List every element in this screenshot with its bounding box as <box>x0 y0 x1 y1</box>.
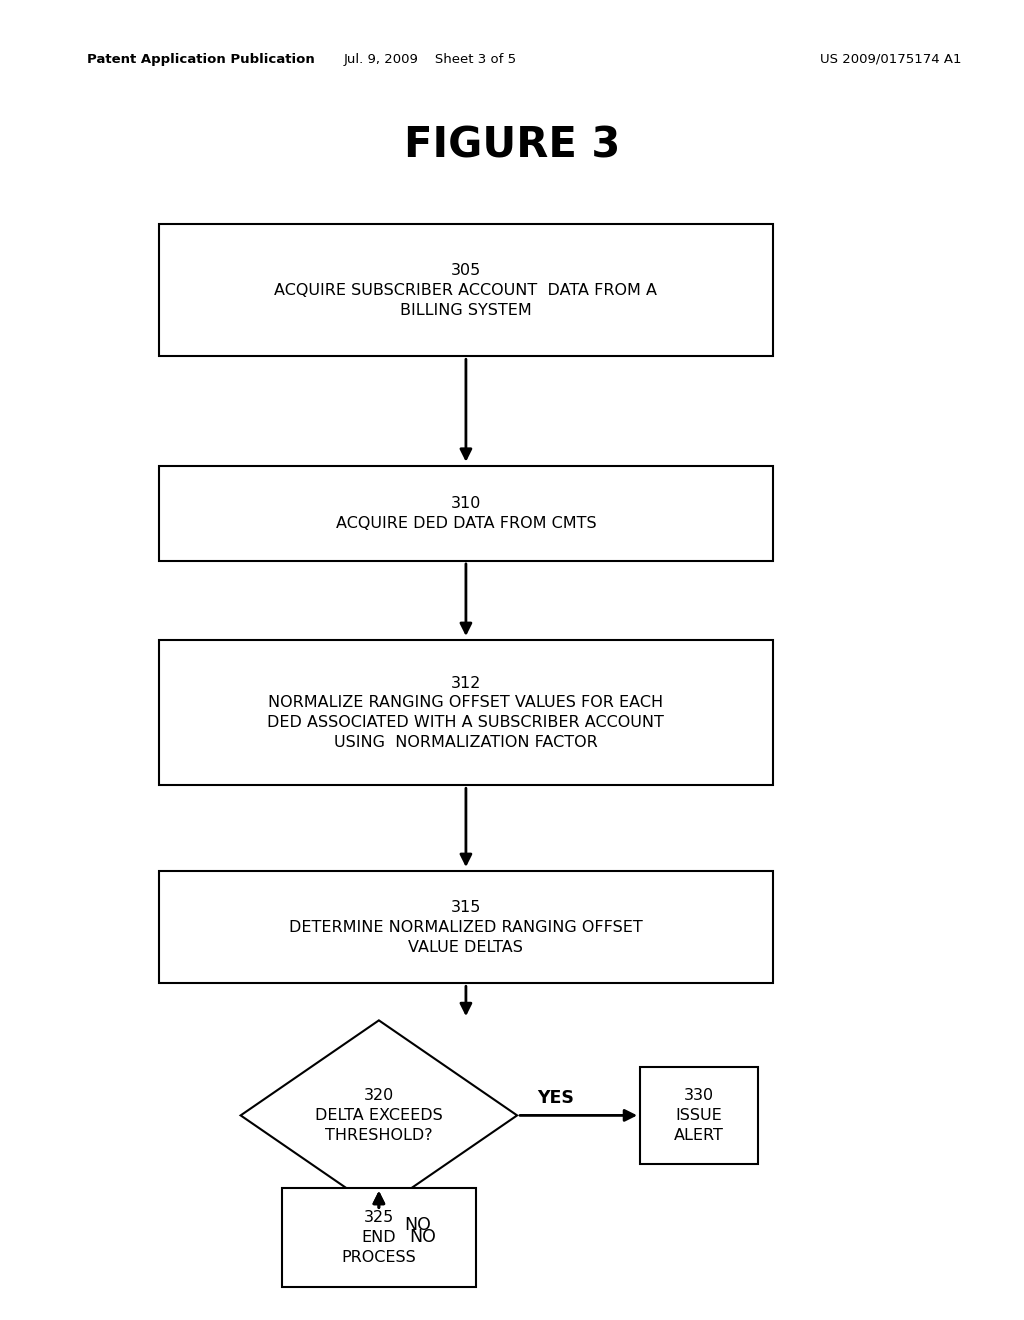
Text: YES: YES <box>538 1089 574 1107</box>
FancyBboxPatch shape <box>159 871 773 983</box>
FancyBboxPatch shape <box>640 1067 758 1164</box>
Text: FIGURE 3: FIGURE 3 <box>403 124 621 166</box>
Text: 330
ISSUE
ALERT: 330 ISSUE ALERT <box>674 1088 724 1143</box>
FancyBboxPatch shape <box>282 1188 476 1287</box>
Text: 312
NORMALIZE RANGING OFFSET VALUES FOR EACH
DED ASSOCIATED WITH A SUBSCRIBER AC: 312 NORMALIZE RANGING OFFSET VALUES FOR … <box>267 676 665 750</box>
Text: NO: NO <box>410 1228 436 1246</box>
Text: 315
DETERMINE NORMALIZED RANGING OFFSET
VALUE DELTAS: 315 DETERMINE NORMALIZED RANGING OFFSET … <box>289 900 643 954</box>
Text: 305
ACQUIRE SUBSCRIBER ACCOUNT  DATA FROM A
BILLING SYSTEM: 305 ACQUIRE SUBSCRIBER ACCOUNT DATA FROM… <box>274 263 657 318</box>
Text: Patent Application Publication: Patent Application Publication <box>87 53 314 66</box>
Text: NO: NO <box>404 1216 431 1234</box>
Text: 320
DELTA EXCEEDS
THRESHOLD?: 320 DELTA EXCEEDS THRESHOLD? <box>315 1088 442 1143</box>
Text: Jul. 9, 2009    Sheet 3 of 5: Jul. 9, 2009 Sheet 3 of 5 <box>343 53 517 66</box>
FancyBboxPatch shape <box>159 466 773 561</box>
FancyBboxPatch shape <box>159 640 773 785</box>
Text: 325
END
PROCESS: 325 END PROCESS <box>342 1210 416 1265</box>
Text: 310
ACQUIRE DED DATA FROM CMTS: 310 ACQUIRE DED DATA FROM CMTS <box>336 496 596 531</box>
Polygon shape <box>241 1020 517 1210</box>
Text: US 2009/0175174 A1: US 2009/0175174 A1 <box>820 53 962 66</box>
FancyBboxPatch shape <box>159 224 773 356</box>
